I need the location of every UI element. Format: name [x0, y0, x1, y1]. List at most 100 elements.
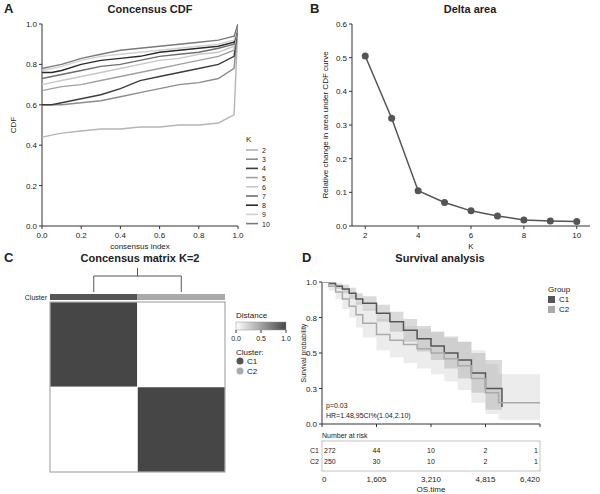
legend-label: C1: [247, 357, 258, 366]
legend-swatch: [237, 368, 244, 375]
delta-point: [547, 217, 554, 224]
legend-label: 10: [262, 221, 270, 228]
delta-point: [468, 207, 475, 214]
risk-value: 2: [484, 447, 488, 454]
plot-marks: [362, 52, 581, 225]
cdf-line: [42, 24, 238, 105]
legend-label: 2: [262, 147, 266, 154]
y-tick: [319, 388, 322, 389]
confidence-band: [322, 282, 540, 420]
legend-label: 3: [262, 156, 266, 163]
heatmap: [50, 302, 225, 472]
y-tick-label: 0.0: [26, 222, 38, 231]
risk-table-title: Number at risk: [322, 432, 368, 439]
x-tick-label: 1,605: [366, 475, 387, 484]
legend-swatch: [246, 204, 258, 206]
y-axis: [42, 24, 43, 226]
cdf-line: [42, 24, 238, 91]
y-tick-label: 0.4: [336, 87, 348, 96]
y-tick-label: 0.5: [336, 54, 348, 63]
legend-swatch: [548, 296, 555, 303]
legend-title: K: [246, 135, 252, 144]
y-tick-label: 0.3: [306, 385, 318, 394]
x-tick: [431, 424, 432, 427]
y-tick: [349, 226, 352, 227]
title: Survival analysis: [395, 252, 484, 264]
x-tick: [42, 226, 43, 229]
x-tick-label: 0.6: [154, 231, 166, 240]
legend-title: Group: [548, 285, 571, 294]
risk-value: 44: [373, 447, 381, 454]
legend-title: Cluster:: [236, 348, 264, 357]
delta-point: [441, 199, 448, 206]
y-tick-label: 1.0: [306, 278, 318, 287]
x-tick-label: 4,815: [475, 475, 496, 484]
heatmap-cell: [50, 387, 138, 472]
y-tick: [319, 353, 322, 354]
x-tick: [523, 226, 524, 229]
colorbar: [236, 322, 286, 330]
delta-point: [494, 212, 501, 219]
colorbar-title: Distance: [236, 311, 268, 320]
heatmap-frame: [50, 302, 225, 472]
x-axis-label: consensus index: [110, 242, 170, 251]
risk-value: 1: [534, 447, 538, 454]
cdf-line: [42, 24, 238, 72]
cluster-bar: [50, 294, 138, 300]
risk-table-frame: [322, 441, 540, 471]
dendrogram: [137, 268, 138, 276]
y-tick-label: 0.2: [336, 155, 348, 164]
cdf-line: [42, 24, 238, 85]
plot-marks: [42, 24, 238, 137]
risk-value: 250: [324, 458, 336, 465]
y-tick-label: 0.6: [336, 20, 348, 29]
delta-point: [415, 187, 422, 194]
legend-label: 8: [262, 202, 266, 209]
colorbar-tick-label: 0.5: [256, 335, 266, 342]
x-tick-label: 4: [416, 231, 421, 240]
cdf-line: [42, 24, 238, 70]
x-tick: [159, 226, 160, 229]
legend-label: C1: [559, 295, 570, 304]
x-tick-label: 6: [469, 231, 474, 240]
risk-value: 10: [427, 447, 435, 454]
x-tick: [376, 424, 377, 427]
y-tick-label: 0.4: [26, 141, 38, 150]
delta-line: [365, 56, 577, 222]
x-axis-label: K: [468, 242, 474, 251]
x-tick: [485, 424, 486, 427]
y-tick: [349, 24, 352, 25]
legend-swatch: [246, 177, 258, 179]
x-tick: [322, 424, 323, 427]
y-tick-label: 0.0: [336, 222, 348, 231]
x-tick-label: 0: [322, 475, 327, 484]
colorbar-tick-label: 1.0: [281, 335, 291, 342]
risk-value: 30: [373, 458, 381, 465]
heatmap-cell: [138, 302, 226, 387]
risk-value: 272: [324, 447, 336, 454]
risk-value: 10: [427, 458, 435, 465]
y-tick-label: 0.8: [26, 60, 38, 69]
y-tick: [39, 185, 42, 186]
x-tick: [471, 226, 472, 229]
dendrogram: [93, 276, 94, 292]
cluster-bar: [138, 294, 226, 300]
x-tick-label: 0.0: [36, 231, 48, 240]
panel-label: C: [4, 250, 14, 265]
legend-label: C2: [247, 367, 258, 376]
y-tick: [319, 282, 322, 283]
y-tick-label: 0.6: [26, 101, 38, 110]
y-axis-label: Survival probability: [300, 323, 308, 382]
panel-label: A: [4, 1, 14, 16]
x-tick: [540, 424, 541, 427]
legend-swatch: [548, 306, 555, 313]
x-tick-label: 0.8: [193, 231, 205, 240]
x-tick-label: 3,210: [421, 475, 442, 484]
colorbar-tick: [261, 330, 262, 333]
delta-point: [362, 52, 369, 59]
x-tick: [418, 226, 419, 229]
y-tick: [349, 192, 352, 193]
y-tick-label: 0.0: [306, 420, 318, 429]
legend-swatch: [246, 186, 258, 188]
figure: AConcensus CDF0.00.20.40.60.81.00.00.20.…: [0, 0, 600, 494]
